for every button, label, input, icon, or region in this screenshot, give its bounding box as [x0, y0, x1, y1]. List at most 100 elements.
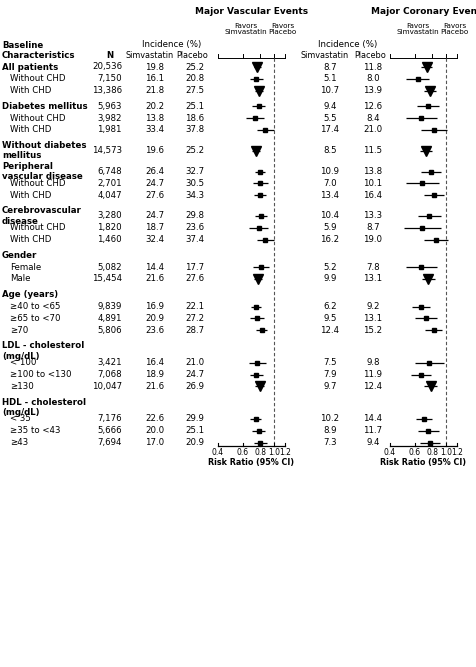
Text: 13.9: 13.9	[363, 86, 382, 95]
Text: 6,748: 6,748	[97, 167, 122, 176]
Text: Cerebrovascular: Cerebrovascular	[2, 207, 82, 215]
Text: 13.3: 13.3	[363, 211, 382, 221]
Text: mellitus: mellitus	[2, 151, 41, 160]
Text: 23.6: 23.6	[145, 325, 164, 335]
Text: 21.6: 21.6	[145, 275, 164, 283]
Text: Major Coronary Events: Major Coronary Events	[370, 7, 476, 17]
Text: 10.2: 10.2	[320, 414, 339, 424]
Text: ≥70: ≥70	[10, 325, 28, 335]
Text: 4,891: 4,891	[97, 314, 122, 323]
Text: 9.9: 9.9	[323, 275, 336, 283]
Text: Without diabetes: Without diabetes	[2, 141, 86, 150]
Text: 23.6: 23.6	[185, 223, 204, 232]
Text: 9.7: 9.7	[323, 382, 336, 391]
Text: 4,047: 4,047	[97, 191, 122, 199]
Text: disease: disease	[2, 217, 39, 225]
Text: Without CHD: Without CHD	[10, 113, 65, 123]
Text: 21.0: 21.0	[363, 125, 382, 135]
Text: 8.0: 8.0	[366, 74, 379, 83]
Text: Risk Ratio (95% CI): Risk Ratio (95% CI)	[380, 458, 466, 467]
Text: 18.9: 18.9	[145, 370, 164, 379]
Text: 0.4: 0.4	[383, 448, 395, 457]
Text: N: N	[106, 51, 113, 59]
Text: 21.0: 21.0	[185, 358, 204, 368]
Text: 1,981: 1,981	[97, 125, 122, 135]
Text: ≥100 to <130: ≥100 to <130	[10, 370, 71, 379]
Text: Incidence (%): Incidence (%)	[317, 41, 377, 49]
Text: 1,820: 1,820	[97, 223, 122, 232]
Text: 7.0: 7.0	[323, 179, 336, 188]
Text: 24.7: 24.7	[185, 370, 204, 379]
Text: 16.1: 16.1	[145, 74, 164, 83]
Text: 37.8: 37.8	[185, 125, 204, 135]
Text: 13.1: 13.1	[363, 314, 382, 323]
Text: 14.4: 14.4	[145, 263, 164, 271]
Text: (mg/dL): (mg/dL)	[2, 352, 40, 361]
Text: 12.4: 12.4	[363, 382, 382, 391]
Text: 15.2: 15.2	[363, 325, 382, 335]
Text: 30.5: 30.5	[185, 179, 204, 188]
Text: Simvastatin: Simvastatin	[300, 51, 348, 59]
Text: HDL - cholesterol: HDL - cholesterol	[2, 398, 86, 407]
Text: 22.1: 22.1	[185, 302, 204, 311]
Text: 25.2: 25.2	[185, 146, 204, 155]
Text: Age (years): Age (years)	[2, 290, 58, 299]
Text: 13.1: 13.1	[363, 275, 382, 283]
Text: 16.9: 16.9	[145, 302, 164, 311]
Text: 24.7: 24.7	[145, 179, 164, 188]
Text: 7,068: 7,068	[97, 370, 122, 379]
Text: 26.9: 26.9	[185, 382, 204, 391]
Text: 20.9: 20.9	[185, 438, 204, 447]
Text: 21.8: 21.8	[145, 86, 164, 95]
Text: 14,573: 14,573	[92, 146, 122, 155]
Text: 0.8: 0.8	[254, 448, 266, 457]
Text: 18.6: 18.6	[185, 113, 204, 123]
Text: 15,454: 15,454	[92, 275, 122, 283]
Text: 19.6: 19.6	[145, 146, 164, 155]
Text: 14.4: 14.4	[363, 414, 382, 424]
Text: 8.4: 8.4	[366, 113, 379, 123]
Text: Favors
Placebo: Favors Placebo	[439, 23, 467, 35]
Text: 19.0: 19.0	[363, 235, 382, 244]
Text: 29.9: 29.9	[185, 414, 204, 424]
Text: 13.8: 13.8	[145, 113, 164, 123]
Text: 1,460: 1,460	[97, 235, 122, 244]
Text: Risk Ratio (95% CI): Risk Ratio (95% CI)	[208, 458, 294, 467]
Text: 22.6: 22.6	[145, 414, 164, 424]
Text: 26.4: 26.4	[145, 167, 164, 176]
Text: 27.6: 27.6	[145, 191, 164, 199]
Text: 9.8: 9.8	[366, 358, 379, 368]
Text: 27.6: 27.6	[185, 275, 204, 283]
Text: ≥35 to <43: ≥35 to <43	[10, 426, 60, 436]
Text: ≥65 to <70: ≥65 to <70	[10, 314, 60, 323]
Text: 8.9: 8.9	[323, 426, 336, 436]
Text: Without CHD: Without CHD	[10, 74, 65, 83]
Text: Placebo: Placebo	[176, 51, 208, 59]
Text: 19.8: 19.8	[145, 63, 164, 71]
Text: 12.4: 12.4	[320, 325, 339, 335]
Text: 20.9: 20.9	[145, 314, 164, 323]
Text: ≥43: ≥43	[10, 438, 28, 447]
Text: 10.1: 10.1	[363, 179, 382, 188]
Text: Favors
Simvastatin: Favors Simvastatin	[396, 23, 438, 35]
Text: 5.2: 5.2	[323, 263, 336, 271]
Text: Gender: Gender	[2, 251, 37, 260]
Text: Placebo: Placebo	[353, 51, 385, 59]
Text: Simvastatin: Simvastatin	[126, 51, 174, 59]
Text: 29.8: 29.8	[185, 211, 204, 221]
Text: 8.7: 8.7	[366, 223, 379, 232]
Text: 10.4: 10.4	[320, 211, 339, 221]
Text: 3,421: 3,421	[97, 358, 122, 368]
Text: 2,701: 2,701	[97, 179, 122, 188]
Text: 20,536: 20,536	[92, 63, 122, 71]
Text: 18.7: 18.7	[145, 223, 164, 232]
Text: 9.2: 9.2	[366, 302, 379, 311]
Text: 20.2: 20.2	[145, 102, 164, 111]
Text: 11.5: 11.5	[363, 146, 382, 155]
Text: With CHD: With CHD	[10, 86, 51, 95]
Text: 0.4: 0.4	[211, 448, 224, 457]
Text: 28.7: 28.7	[185, 325, 204, 335]
Text: 9.5: 9.5	[323, 314, 336, 323]
Text: 24.7: 24.7	[145, 211, 164, 221]
Text: 10.9: 10.9	[320, 167, 339, 176]
